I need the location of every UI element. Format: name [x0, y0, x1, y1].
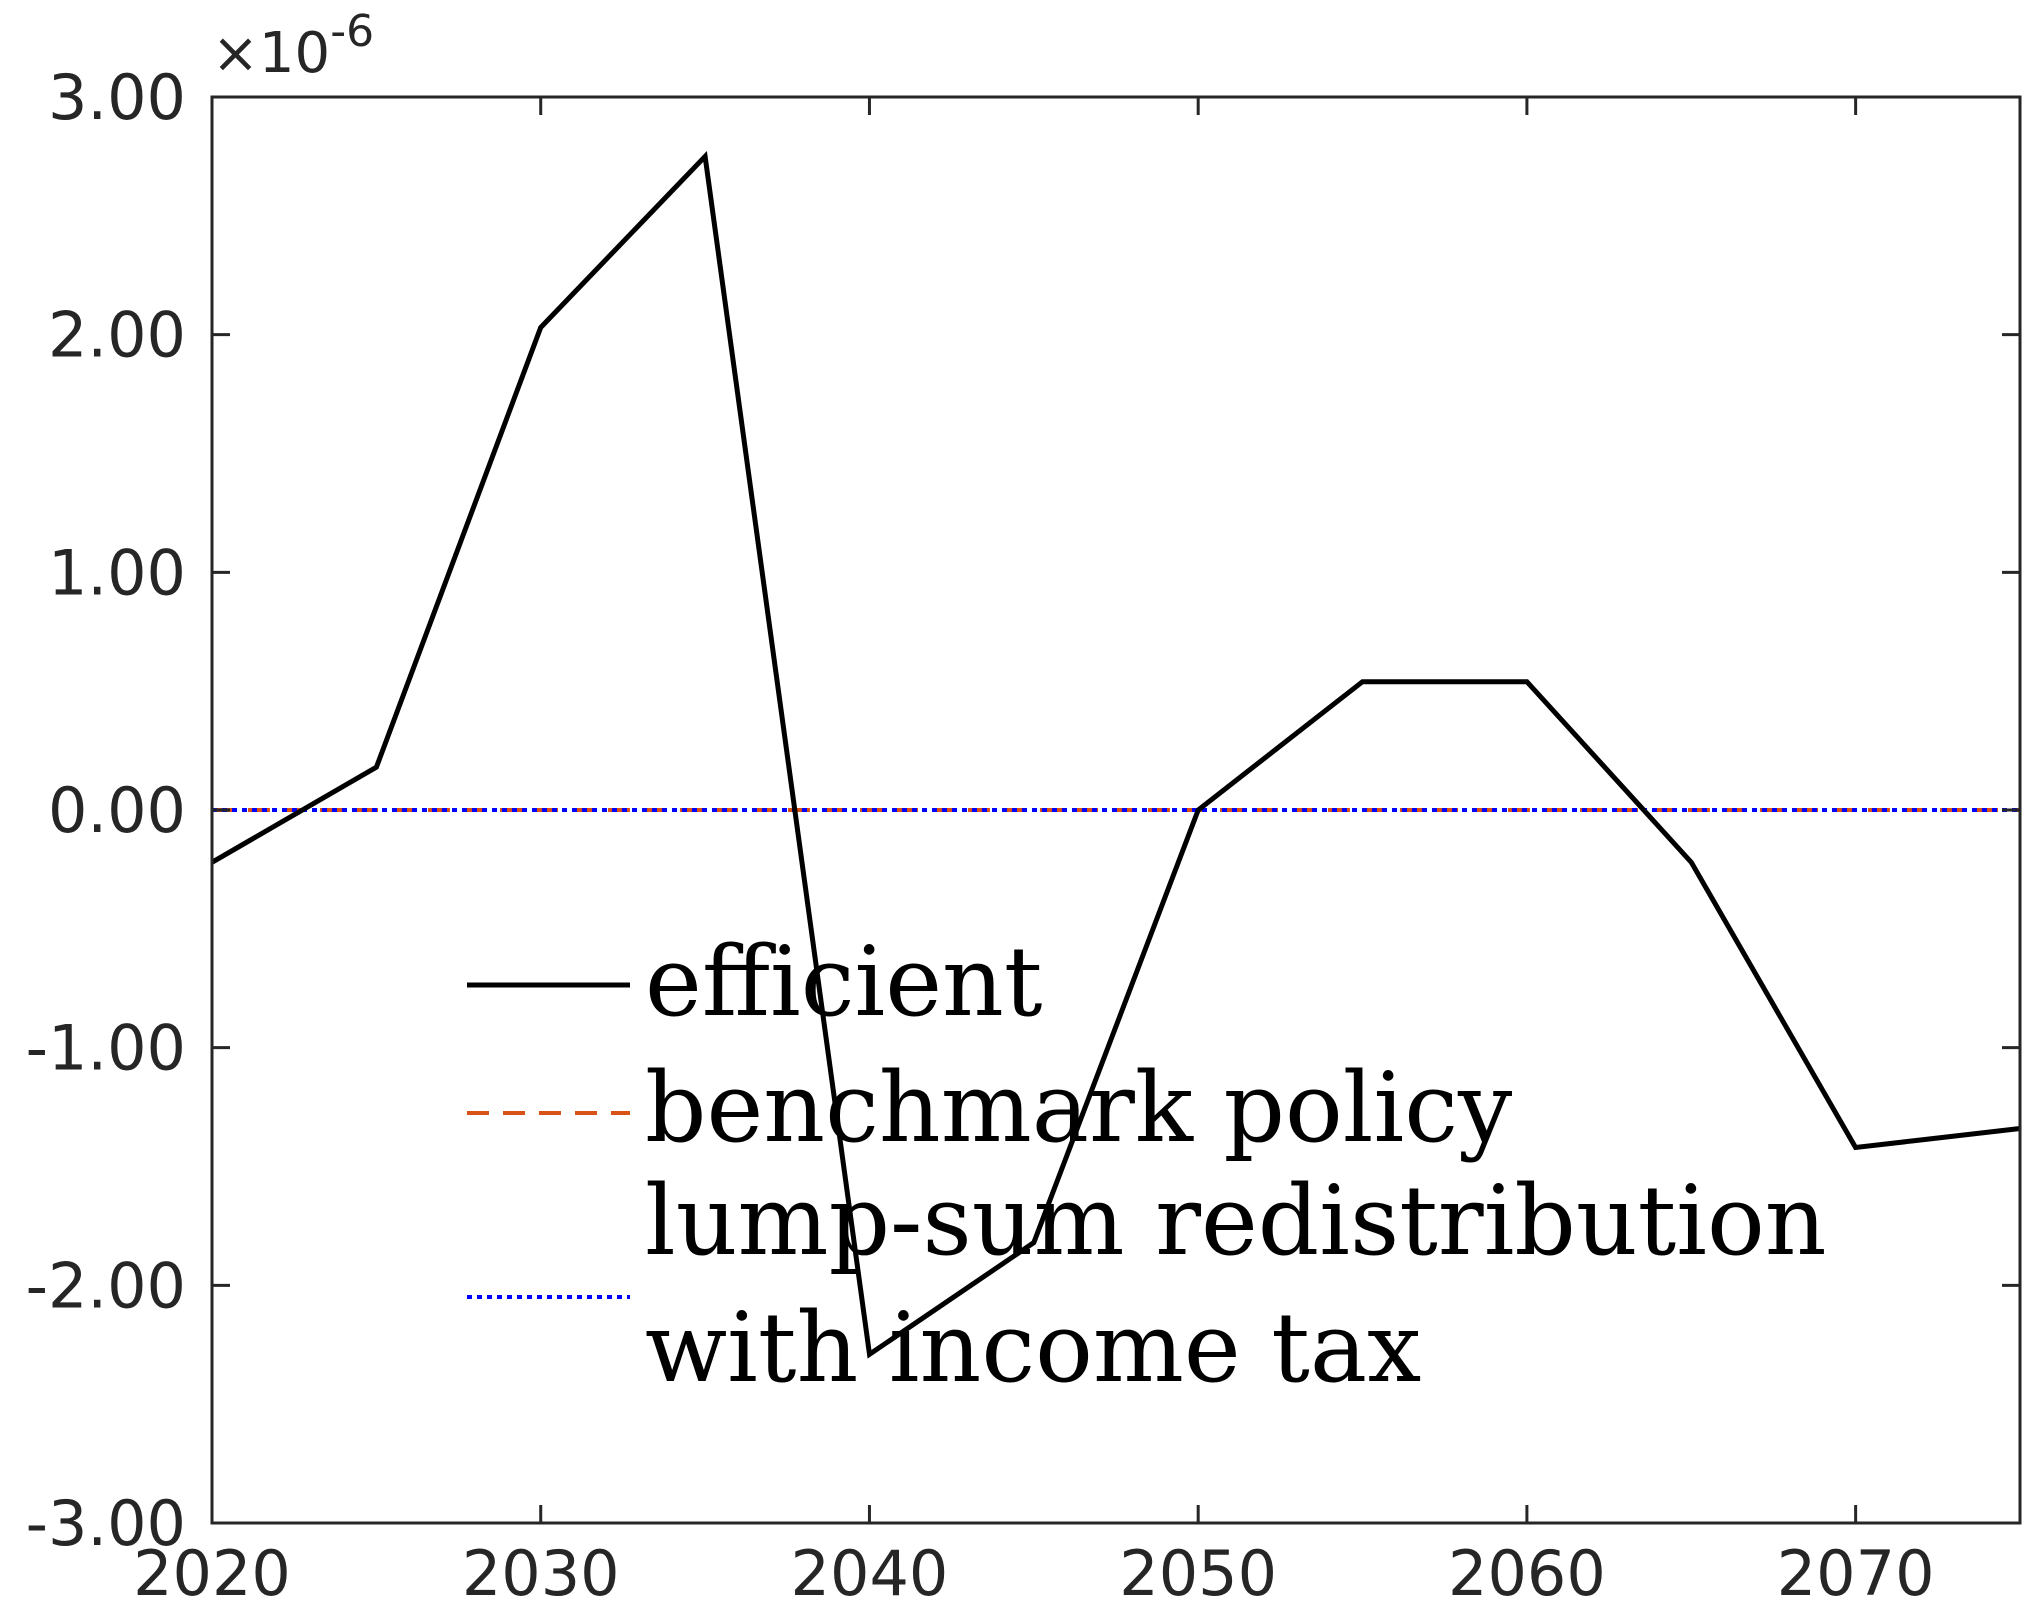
legend-label-1: benchmark policy: [645, 1052, 1512, 1164]
y-tick-label: -2.00: [26, 1249, 186, 1322]
series-layer: [210, 150, 2021, 1359]
y-exponent-power: -6: [330, 6, 374, 57]
x-tick-label: 2030: [462, 1537, 620, 1610]
x-tick-label: 2060: [1448, 1537, 1606, 1610]
legend-label-2: lump-sum redistribution: [645, 1165, 1827, 1277]
y-tick-label: 0.00: [48, 774, 186, 847]
x-tick-label: 2070: [1777, 1537, 1935, 1610]
y-tick-label: 2.00: [48, 299, 186, 372]
y-exponent-times: ×10: [212, 21, 330, 86]
legend-label-0: efficient: [645, 926, 1042, 1038]
y-tick-label: -1.00: [26, 1012, 186, 1085]
y-tick-label: -3.00: [26, 1487, 186, 1560]
legend-label-2: with income tax: [645, 1292, 1421, 1404]
x-tick-label: 2040: [791, 1537, 949, 1610]
x-tick-label: 2020: [133, 1537, 291, 1610]
series-line-0: [210, 150, 2021, 1359]
y-tick-label: 1.00: [48, 536, 186, 609]
y-tick-label: 3.00: [48, 61, 186, 134]
y-exponent-label: ×10-6: [212, 6, 374, 86]
ticks-layer: 2020 2030 2040 2050 2060 2070 3.00 2.00 1.00 0.00…: [26, 61, 2020, 1610]
x-tick-label: 2050: [1119, 1537, 1277, 1610]
